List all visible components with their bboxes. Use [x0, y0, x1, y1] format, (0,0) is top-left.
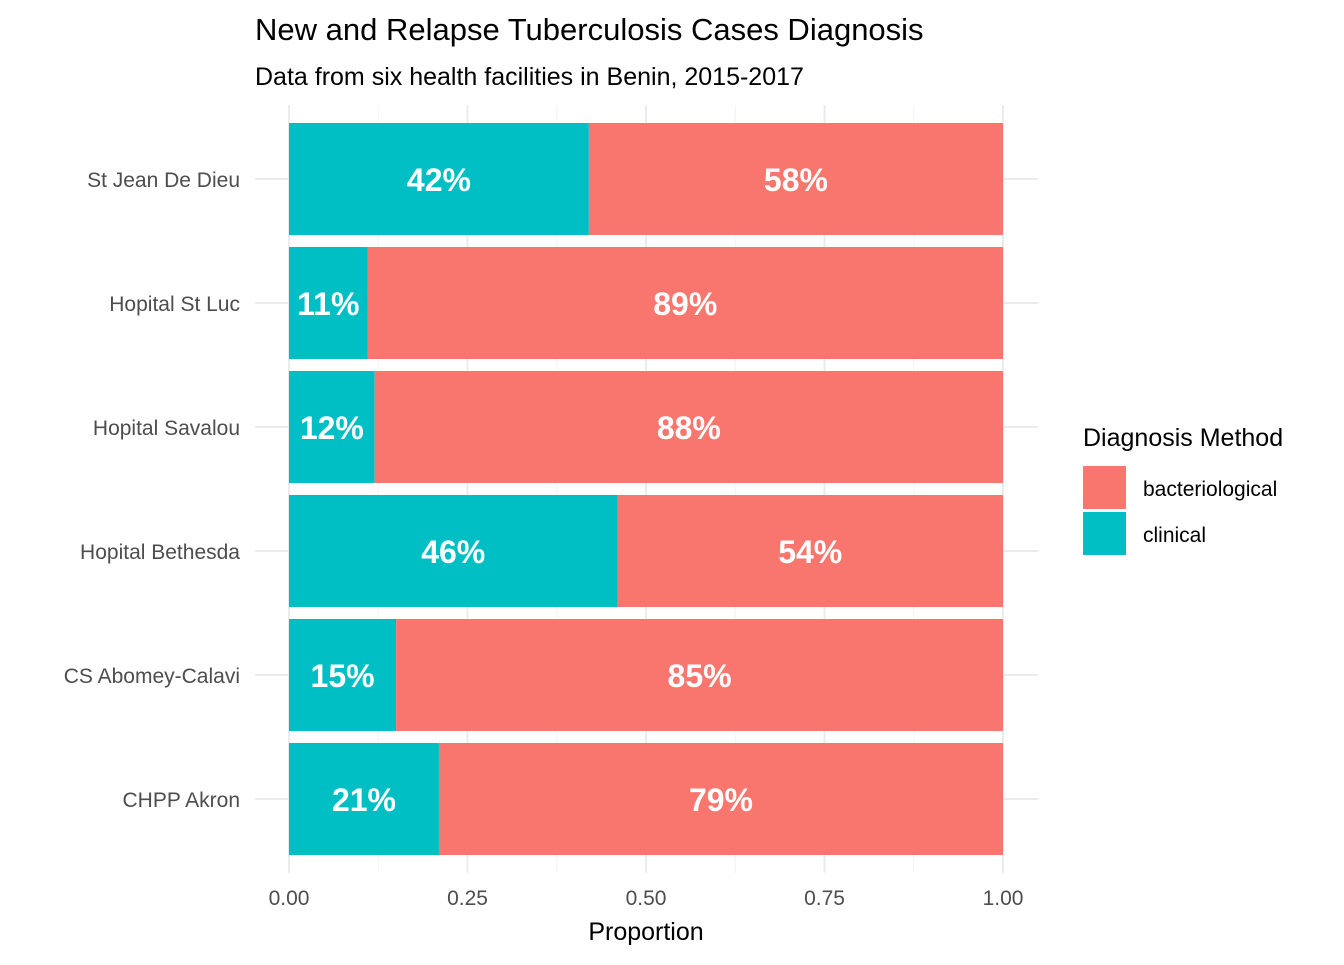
bar-label-clinical: 12%: [300, 410, 364, 446]
y-tick-label: CHPP Akron: [123, 789, 241, 812]
bar-bacteriological: [588, 123, 1003, 235]
bar-clinical: [289, 123, 589, 235]
legend-label-bacteriological: bacteriological: [1143, 478, 1277, 501]
chart-subtitle: Data from six health facilities in Benin…: [255, 63, 804, 91]
bar-label-clinical: 11%: [297, 286, 359, 322]
legend-title: Diagnosis Method: [1083, 424, 1283, 452]
bar-bacteriological: [396, 619, 1004, 731]
bar-labels: 42% 58% 11% 89% 12% 88% 46% 54% 15% 85% 21% 79%: [297, 162, 842, 818]
y-tick-label: Hopital Bethesda: [80, 541, 240, 564]
bar-clinical: [289, 495, 618, 607]
y-tick-label: CS Abomey-Calavi: [64, 665, 240, 688]
y-tick-label: Hopital St Luc: [109, 293, 240, 316]
bar-clinical: [289, 743, 439, 855]
bars: [289, 123, 1004, 855]
bar-bacteriological: [617, 495, 1003, 607]
chart-title: New and Relapse Tuberculosis Cases Diagn…: [255, 12, 924, 47]
bar-label-clinical: 46%: [421, 534, 485, 570]
bar-clinical: [289, 247, 368, 359]
bar-label-bacteriological: 79%: [689, 782, 753, 818]
x-axis-label: Proportion: [588, 918, 703, 946]
bar-label-clinical: 42%: [407, 162, 471, 198]
bar-bacteriological: [438, 743, 1003, 855]
legend-key-bacteriological: [1083, 466, 1126, 509]
legend: Diagnosis Method bacteriological clinical: [1083, 424, 1283, 555]
bar-label-bacteriological: 88%: [657, 410, 721, 446]
x-tick-label: 0.75: [804, 887, 845, 910]
legend-key-clinical: [1083, 512, 1126, 555]
x-tick-label: 1.00: [983, 887, 1024, 910]
x-axis-tick-labels: 0.00 0.25 0.50 0.75 1.00: [269, 887, 1024, 910]
bar-bacteriological: [367, 247, 1003, 359]
x-tick-label: 0.00: [269, 887, 310, 910]
x-tick-label: 0.50: [626, 887, 667, 910]
y-axis-tick-labels: St Jean De Dieu Hopital St Luc Hopital Sav…: [64, 169, 241, 812]
bar-clinical: [289, 371, 375, 483]
y-tick-label: St Jean De Dieu: [87, 169, 240, 192]
bar-label-clinical: 15%: [311, 658, 375, 694]
x-tick-label: 0.25: [447, 887, 488, 910]
legend-label-clinical: clinical: [1143, 524, 1206, 547]
bar-label-bacteriological: 58%: [764, 162, 828, 198]
bar-label-bacteriological: 89%: [653, 286, 717, 322]
bar-label-bacteriological: 54%: [778, 534, 842, 570]
bar-clinical: [289, 619, 397, 731]
bar-bacteriological: [374, 371, 1003, 483]
bar-label-clinical: 21%: [332, 782, 396, 818]
bar-label-bacteriological: 85%: [668, 658, 732, 694]
y-tick-label: Hopital Savalou: [93, 417, 240, 440]
